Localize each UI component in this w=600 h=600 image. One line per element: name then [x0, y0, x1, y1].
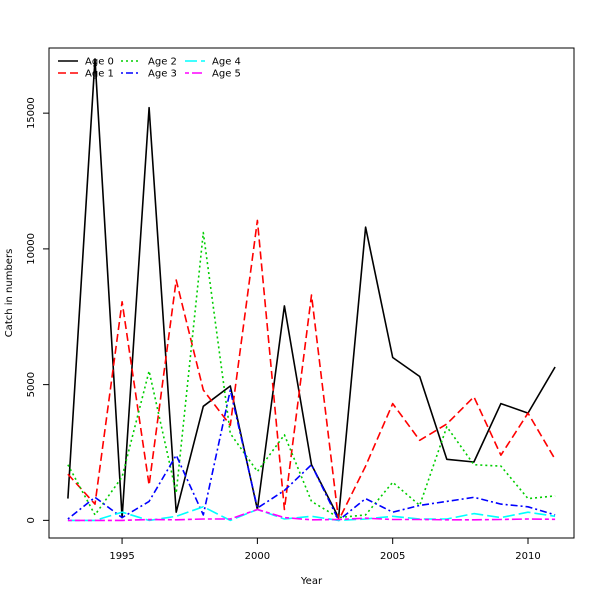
x-tick-label: 2005: [380, 551, 405, 562]
x-axis-title: Year: [300, 576, 323, 587]
legend-label: Age 3: [148, 69, 177, 80]
y-tick-label: 0: [26, 517, 37, 523]
y-tick-label: 5000: [26, 372, 37, 397]
series-line: [67, 231, 556, 519]
y-tick-label: 15000: [26, 97, 37, 129]
series-line: [67, 58, 556, 519]
y-tick-label: 10000: [26, 233, 37, 265]
plot-frame: [48, 47, 575, 539]
x-tick-label: 2010: [515, 551, 540, 562]
y-axis-title: Catch in numbers: [4, 249, 15, 338]
legend-label: Age 2: [148, 57, 177, 68]
series-line: [67, 508, 556, 522]
x-tick-label: 1995: [109, 551, 134, 562]
legend-label: Age 0: [85, 57, 114, 68]
series-line: [67, 389, 556, 522]
series-line: [67, 505, 556, 522]
legend-label: Age 1: [85, 69, 114, 80]
series-line: [67, 219, 556, 522]
legend-label: Age 5: [212, 69, 241, 80]
x-tick-label: 2000: [245, 551, 270, 562]
axes: 1995 2000 2005 2010 0 5000 10000 15000: [26, 97, 541, 562]
series-lines: [67, 58, 556, 522]
legend-label: Age 4: [212, 57, 241, 68]
